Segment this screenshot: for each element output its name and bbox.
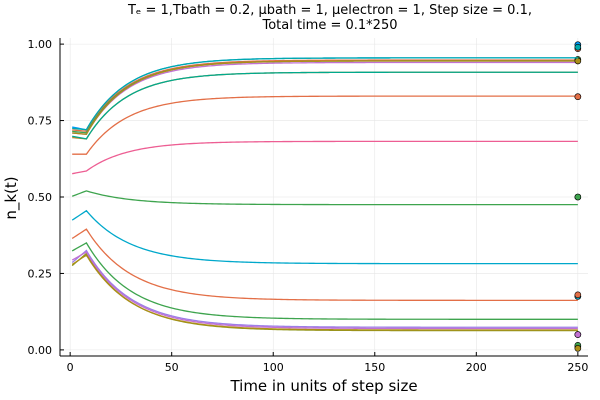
y-tick-label: 0.25 [28,267,53,280]
series-line-4 [72,61,578,136]
series-end-point-17 [574,193,582,201]
x-tick-label: 250 [567,361,588,374]
x-axis-label: Time in units of step size [229,377,417,395]
series-line-18 [71,254,578,331]
series-line-12 [71,249,578,328]
series-end-point-15 [574,331,582,338]
chart-title-line2: Total time = 0.1*250 [261,18,397,33]
series-line-14 [71,241,578,320]
series-line-5 [72,60,578,136]
x-tick-label: 100 [263,361,284,374]
series-line-7 [72,140,578,175]
y-tick-label: 0.75 [28,115,53,128]
series-line-17 [71,190,578,206]
series-end-point-18 [574,345,582,352]
x-tick-label: 50 [165,361,179,374]
series-line-6 [72,57,578,131]
x-tick-label: 0 [67,361,74,374]
series-line-1 [72,57,578,131]
y-tick-label: 0.00 [28,344,53,357]
grid [60,38,588,356]
y-tick-label: 1.00 [28,38,53,51]
series-group [71,41,582,352]
series-end-point-16 [574,93,582,101]
series-line-16 [72,95,578,155]
series-line-15 [71,251,578,330]
y-tick-label: 0.50 [28,191,53,204]
axes: 0 50 100 150 200 250 0.00 0.25 0.50 0.75 1.00 [28,38,588,374]
y-axis-label: n_k(t) [2,176,21,219]
series-line-13 [71,228,578,302]
series-line-9 [72,71,578,140]
chart-title-line1: Tₑ = 1,Tbath = 0.2, μbath = 1, μelectron… [127,3,532,18]
series-end-point-6 [574,43,582,51]
series-line-8 [72,71,578,140]
series-line-11 [71,209,578,265]
series-end-point-13 [574,291,582,299]
series-line-2 [72,59,578,132]
x-tick-label: 200 [466,361,487,374]
x-tick-label: 150 [364,361,385,374]
series-end-point-5 [574,57,582,65]
